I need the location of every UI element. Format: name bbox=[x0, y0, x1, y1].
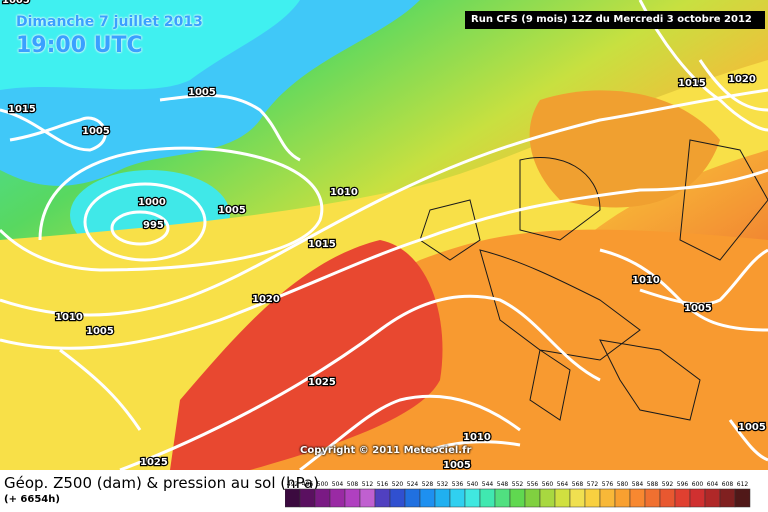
scale-swatch bbox=[614, 488, 631, 508]
scale-tick-label: 496 bbox=[302, 481, 314, 488]
scale-tick-label: 500 bbox=[317, 481, 329, 488]
scale-tick-label: 560 bbox=[542, 481, 554, 488]
scale-tick-label: 540 bbox=[467, 481, 479, 488]
scale-tick-label: 608 bbox=[722, 481, 734, 488]
isobar-label: 1005 bbox=[443, 460, 471, 470]
isobar-label: 1015 bbox=[8, 104, 36, 115]
scale-tick-label: 520 bbox=[392, 481, 404, 488]
scale-swatch bbox=[329, 488, 346, 508]
isobar-label: 1020 bbox=[252, 294, 280, 305]
isobar-label-group: 1005 1015 1005 1005 1000 995 1005 1010 1… bbox=[1, 0, 767, 470]
scale-swatch bbox=[659, 488, 676, 508]
forecast-time: 19:00 UTC bbox=[16, 33, 143, 58]
scale-swatch bbox=[494, 488, 511, 508]
isobar-label: 1025 bbox=[140, 457, 168, 468]
scale-tick-label: 528 bbox=[422, 481, 434, 488]
scale-tick-label: 564 bbox=[557, 481, 569, 488]
scale-swatch bbox=[524, 488, 541, 508]
scale-tick-label: 612 bbox=[737, 481, 749, 488]
isobar-label: 1000 bbox=[138, 197, 166, 208]
scale-swatch bbox=[719, 488, 736, 508]
scale-tick-label: 504 bbox=[332, 481, 344, 488]
isobar-label: 1005 bbox=[218, 205, 246, 216]
coldest-region bbox=[0, 0, 300, 90]
isobar-label: 1010 bbox=[632, 275, 660, 286]
scale-swatch bbox=[434, 488, 451, 508]
isobar-label: 1015 bbox=[308, 239, 336, 250]
scale-swatch bbox=[569, 488, 586, 508]
scale-tick-label: 556 bbox=[527, 481, 539, 488]
model-run-label: Run CFS (9 mois) 12Z du Mercredi 3 octob… bbox=[465, 11, 765, 29]
map-canvas: 1005 1015 1005 1005 1000 995 1005 1010 1… bbox=[0, 0, 768, 470]
scale-swatch bbox=[389, 488, 406, 508]
scale-tick-label: 576 bbox=[602, 481, 614, 488]
scale-tick-label: 604 bbox=[707, 481, 719, 488]
coastlines bbox=[419, 139, 768, 421]
scale-tick-label: 572 bbox=[587, 481, 599, 488]
scale-tick-label: 492 bbox=[287, 481, 299, 488]
scale-tick-label: 516 bbox=[377, 481, 389, 488]
scale-swatch bbox=[344, 488, 361, 508]
forecast-date: Dimanche 7 juillet 2013 bbox=[16, 14, 203, 30]
scale-tick-label: 544 bbox=[482, 481, 494, 488]
isobar-label: 1005 bbox=[188, 87, 216, 98]
isobar-label: 995 bbox=[143, 220, 164, 231]
isobar-label: 1010 bbox=[330, 187, 358, 198]
scale-swatch bbox=[584, 488, 601, 508]
isobar-label: 1005 bbox=[2, 0, 30, 6]
parameter-title: Géop. Z500 (dam) & pression au sol (hPa) bbox=[4, 474, 320, 492]
weather-map: 1005 1015 1005 1005 1000 995 1005 1010 1… bbox=[0, 0, 768, 470]
scale-tick-label: 548 bbox=[497, 481, 509, 488]
isobar-label: 1005 bbox=[684, 303, 712, 314]
scale-swatch bbox=[285, 488, 301, 508]
isobar-label: 1005 bbox=[82, 126, 110, 137]
scale-tick-label: 596 bbox=[677, 481, 689, 488]
scale-swatch bbox=[554, 488, 571, 508]
scale-tick-label: 512 bbox=[362, 481, 374, 488]
scale-tick-label: 588 bbox=[647, 481, 659, 488]
scale-swatch bbox=[374, 488, 391, 508]
isobar-label: 1005 bbox=[86, 326, 114, 337]
scandinavia-warm-region bbox=[529, 90, 720, 208]
scale-swatch bbox=[734, 488, 751, 508]
scale-tick-label: 584 bbox=[632, 481, 644, 488]
scale-swatch bbox=[599, 488, 616, 508]
scale-swatch bbox=[629, 488, 646, 508]
scale-swatch bbox=[689, 488, 706, 508]
scale-tick-label: 600 bbox=[692, 481, 704, 488]
scale-tick-label: 568 bbox=[572, 481, 584, 488]
isobar-label: 1025 bbox=[308, 377, 336, 388]
scale-tick-label: 532 bbox=[437, 481, 449, 488]
isobar-label: 1015 bbox=[678, 78, 706, 89]
isobar-label: 1005 bbox=[738, 422, 766, 433]
isobar-label: 1020 bbox=[728, 74, 756, 85]
scale-swatch bbox=[359, 488, 376, 508]
scale-swatch bbox=[464, 488, 481, 508]
scale-swatch bbox=[404, 488, 421, 508]
scale-tick-label: 524 bbox=[407, 481, 419, 488]
scale-swatch bbox=[419, 488, 436, 508]
scale-tick-label: 536 bbox=[452, 481, 464, 488]
scale-swatch bbox=[644, 488, 661, 508]
scale-swatch bbox=[314, 488, 331, 508]
scale-swatch bbox=[539, 488, 556, 508]
scale-swatch bbox=[674, 488, 691, 508]
forecast-hour: (+ 6654h) bbox=[4, 494, 60, 505]
isobars bbox=[0, 0, 768, 470]
scale-swatch bbox=[704, 488, 721, 508]
scale-tick-label: 580 bbox=[617, 481, 629, 488]
isobar-label: 1010 bbox=[55, 312, 83, 323]
scale-swatch bbox=[299, 488, 316, 508]
isobar-label: 1010 bbox=[463, 432, 491, 443]
copyright-label: Copyright © 2011 Meteociel.fr bbox=[300, 445, 472, 456]
scale-swatch bbox=[449, 488, 466, 508]
scale-tick-label: 552 bbox=[512, 481, 524, 488]
scale-swatch bbox=[509, 488, 526, 508]
scale-tick-label: 592 bbox=[662, 481, 674, 488]
color-scale: 492 496 500 504 508 512 516 520 524 528 532 536 540 5… bbox=[285, 481, 751, 508]
scale-tick-label: 508 bbox=[347, 481, 359, 488]
scale-swatch bbox=[479, 488, 496, 508]
